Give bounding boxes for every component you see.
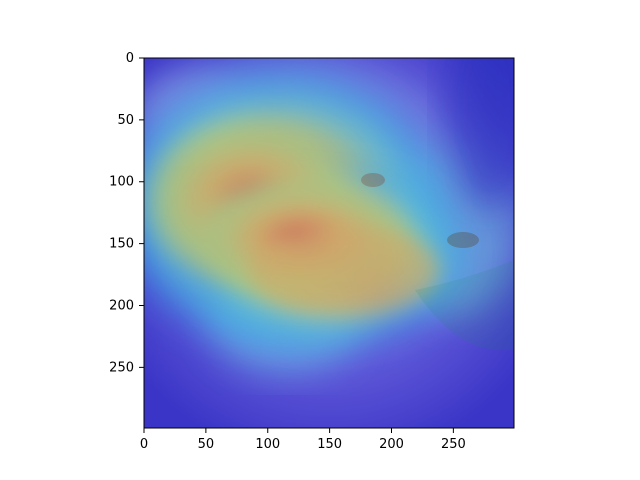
x-tick-label: 150: [317, 437, 342, 452]
x-tick-label: 250: [441, 437, 466, 452]
y-tick-label: 150: [109, 237, 134, 252]
x-tick-label: 100: [255, 437, 280, 452]
x-tick-label: 0: [140, 437, 148, 452]
y-axis: 0 50 100 150 200 250: [109, 51, 144, 375]
x-tick-label: 50: [198, 437, 215, 452]
y-tick-label: 250: [109, 360, 134, 375]
y-tick-label: 200: [109, 298, 134, 313]
x-tick-label: 200: [379, 437, 404, 452]
image-details: [361, 173, 514, 350]
x-axis: 0 50 100 150 200 250: [140, 428, 466, 452]
y-tick-label: 50: [117, 113, 134, 128]
y-tick-label: 0: [126, 51, 134, 66]
plot-frame: [143, 57, 515, 429]
y-tick-label: 100: [109, 175, 134, 190]
activation-map: [144, 60, 475, 350]
heatmap-image: [144, 58, 514, 428]
